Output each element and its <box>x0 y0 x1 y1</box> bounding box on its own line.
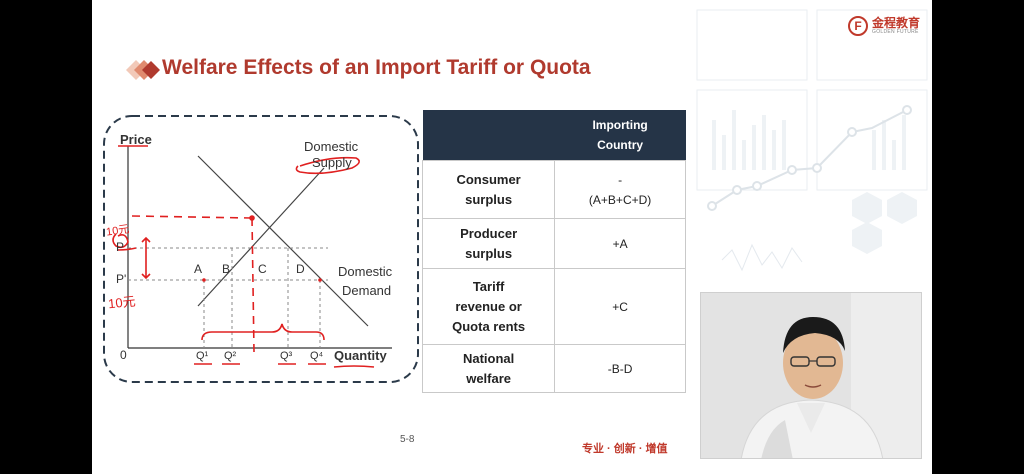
slide-title: Welfare Effects of an Import Tariff or Q… <box>162 56 591 79</box>
table-header-row: Importing Country <box>422 110 686 161</box>
handwritten-annotation-tariff: 10元 <box>105 223 131 239</box>
table-header-importing-country: Importing Country <box>554 110 686 161</box>
header-text: Importing Country <box>592 118 648 152</box>
logo-icon: F <box>848 16 868 36</box>
demand-label-line1: Domestic <box>338 264 393 279</box>
row-value-consumer-surplus: - (A+B+C+D) <box>554 160 686 219</box>
background-decoration <box>696 9 928 272</box>
row-label-consumer-surplus: Consumer surplus <box>421 160 556 219</box>
q2-label: Q² <box>224 350 237 362</box>
row-value-tariff-revenue: +C <box>554 268 686 345</box>
area-a-label: A <box>194 262 203 276</box>
annotation-dashed-top <box>131 215 253 219</box>
row-label-text: Consumer surplus <box>456 171 521 207</box>
table-corner <box>422 110 555 161</box>
handwritten-annotation-world: 10元 <box>107 293 137 312</box>
logo-text: 金程教育 <box>872 16 921 30</box>
row-label-national-welfare: National welfare <box>421 344 556 393</box>
logo: F 金程教育 GOLDEN FUTURE <box>848 14 928 40</box>
x-axis-label: Quantity <box>334 348 387 363</box>
demand-label-line2: Demand <box>342 283 392 298</box>
value-line2: (A+B+C+D) <box>588 192 652 207</box>
page-number: 5-8 <box>400 434 415 445</box>
price-tariff-label: P <box>116 240 125 254</box>
annotation-bracket <box>201 323 325 341</box>
q4-label: Q⁴ <box>310 350 324 362</box>
row-label-text: Tariff revenue or Quota rents <box>452 278 526 334</box>
table-row: Producer surplus +A <box>421 218 686 269</box>
table-row: Tariff revenue or Quota rents +C <box>421 268 686 345</box>
title-diamond-icon <box>126 60 160 80</box>
price-world-label: P' <box>116 272 127 286</box>
instructor-video[interactable] <box>700 292 922 459</box>
row-label-producer-surplus: Producer surplus <box>421 218 556 269</box>
table-row: Consumer surplus - (A+B+C+D) <box>421 160 686 219</box>
welfare-table: Importing Country Consumer surplus - (A+… <box>421 110 686 393</box>
slide: F 金程教育 GOLDEN FUTURE Welfare Effects of … <box>92 0 932 474</box>
slogan: 专业 · 创新 · 增值 <box>582 443 668 455</box>
row-label-tariff-revenue: Tariff revenue or Quota rents <box>421 268 556 345</box>
annotation-arrow <box>141 236 151 280</box>
area-c-label: C <box>258 262 267 276</box>
supply-curve <box>197 167 325 307</box>
q3-label: Q³ <box>280 350 293 362</box>
welfare-graph: Price Quantity 0 Domestic Supply Domesti… <box>102 112 422 388</box>
area-d-label: D <box>296 262 305 276</box>
supply-circle-annotation <box>295 156 360 175</box>
origin-label: 0 <box>120 348 127 362</box>
area-b-label: B <box>222 262 231 276</box>
q1-label: Q¹ <box>196 350 209 362</box>
table-row: National welfare -B-D <box>421 344 686 393</box>
graph-frame <box>103 115 419 383</box>
row-label-text: Producer surplus <box>460 225 518 261</box>
logo-subtitle: GOLDEN FUTURE <box>872 29 919 35</box>
row-value-producer-surplus: +A <box>554 218 686 269</box>
demand-curve <box>197 155 369 327</box>
annotation-point <box>249 215 255 221</box>
supply-label-line2: Supply <box>312 155 352 170</box>
value-line1: - <box>618 172 623 187</box>
row-value-national-welfare: -B-D <box>554 344 686 393</box>
y-axis-label: Price <box>120 132 152 147</box>
quantity-underline <box>333 365 375 368</box>
annotation-price-swirl <box>112 233 137 251</box>
row-label-text: National welfare <box>462 350 515 386</box>
supply-label-line1: Domestic <box>304 139 359 154</box>
